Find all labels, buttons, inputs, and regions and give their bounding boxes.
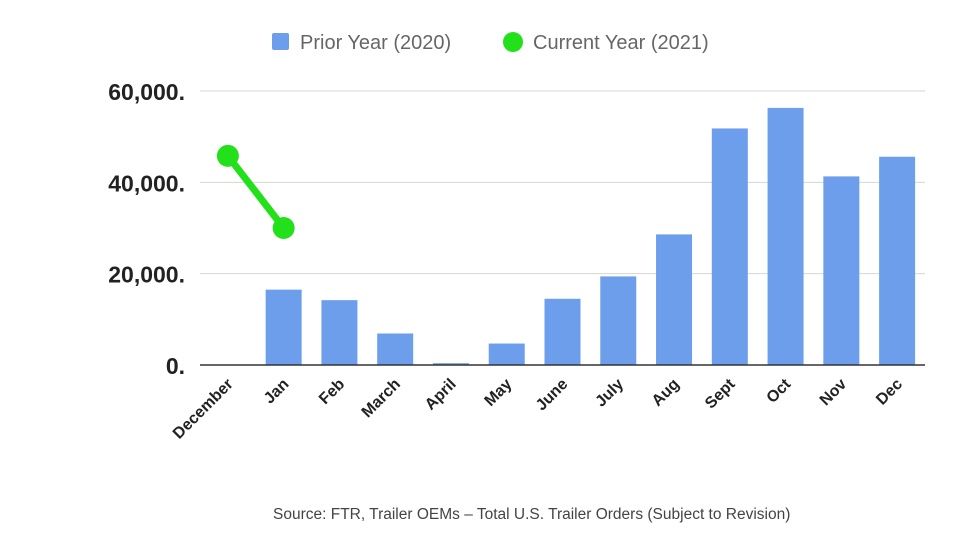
y-tick-label: 40,000.	[108, 170, 185, 196]
bar-june	[544, 298, 581, 365]
bar-july	[600, 276, 637, 365]
x-tick-label: May	[482, 376, 516, 410]
y-tick-label: 20,000.	[108, 262, 185, 288]
line-series-current-year	[216, 144, 295, 239]
bar-oct	[767, 107, 804, 365]
gridlines	[200, 90, 925, 275]
bar-series-prior-year	[265, 107, 916, 365]
legend-swatch-current-year	[503, 32, 523, 52]
x-tick-label: Nov	[817, 376, 850, 409]
bar-jan	[265, 289, 302, 365]
y-axis-ticks: 0. 20,000. 40,000. 60,000.	[108, 79, 185, 379]
x-tick-label: Aug	[649, 376, 683, 410]
legend-label-prior-year: Prior Year (2020)	[300, 32, 451, 54]
x-tick-label: Jan	[261, 376, 293, 408]
x-tick-label: Dec	[873, 376, 906, 409]
x-tick-label: June	[533, 376, 571, 414]
line-current-year	[224, 152, 288, 232]
source-footnote: Source: FTR, Trailer OEMs – Total U.S. T…	[273, 506, 790, 523]
x-tick-label: Feb	[316, 376, 348, 408]
x-tick-label: July	[592, 376, 627, 411]
x-tick-label: April	[422, 376, 460, 414]
bar-may	[488, 343, 525, 365]
bar-march	[377, 333, 414, 365]
x-axis-ticks: December Jan Feb March April May June July Aug Se…	[170, 375, 906, 442]
bar-april	[432, 363, 469, 365]
y-tick-label: 0.	[166, 353, 185, 379]
bar-dec	[879, 156, 916, 365]
x-tick-label: March	[359, 376, 404, 421]
legend-label-current-year: Current Year (2021)	[533, 32, 709, 54]
bar-aug	[656, 234, 693, 365]
legend-swatch-prior-year	[272, 33, 289, 50]
x-tick-label: December	[170, 376, 237, 443]
point-december	[216, 144, 239, 167]
x-tick-label: Oct	[764, 375, 795, 406]
chart-legend: Prior Year (2020) Current Year (2021)	[272, 32, 709, 54]
x-tick-label: Sept	[702, 375, 739, 412]
bar-sept	[711, 128, 748, 365]
point-jan	[272, 217, 295, 239]
bar-feb	[321, 300, 358, 365]
bar-nov	[823, 176, 860, 365]
y-tick-label: 60,000.	[108, 79, 185, 105]
